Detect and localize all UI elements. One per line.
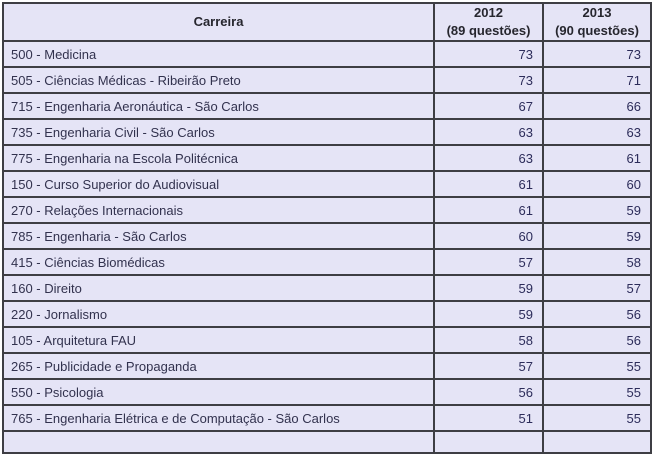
score-2013-cell: 60 [542, 170, 652, 199]
table-row: 500 - Medicina 73 73 [2, 40, 652, 69]
score-2012-cell: 73 [433, 40, 544, 69]
score-2013-cell: 73 [542, 40, 652, 69]
score-2012-cell: 61 [433, 170, 544, 199]
header-2012-questions: (89 questões) [446, 23, 531, 39]
score-2013-cell: 59 [542, 196, 652, 225]
score-2012-cell: 63 [433, 144, 544, 173]
table-row: 550 - Psicologia 56 55 [2, 378, 652, 407]
score-2013-cell: 58 [542, 248, 652, 277]
table-row: 160 - Direito 59 57 [2, 274, 652, 303]
table-row: 715 - Engenharia Aeronáutica - São Carlo… [2, 92, 652, 121]
carreira-cell: 105 - Arquitetura FAU [2, 326, 435, 355]
header-2013-questions: (90 questões) [555, 23, 639, 39]
score-2013-cell: 56 [542, 326, 652, 355]
score-2013-cell: 66 [542, 92, 652, 121]
carreira-cell: 765 - Engenharia Elétrica e de Computaçã… [2, 404, 435, 433]
score-2012-cell: 57 [433, 248, 544, 277]
empty-cell [2, 430, 435, 454]
score-2013-cell: 56 [542, 300, 652, 329]
table-row: 735 - Engenharia Civil - São Carlos 63 63 [2, 118, 652, 147]
score-2013-cell: 55 [542, 404, 652, 433]
score-2012-cell: 59 [433, 300, 544, 329]
carreira-cell: 735 - Engenharia Civil - São Carlos [2, 118, 435, 147]
score-2013-cell: 55 [542, 378, 652, 407]
score-2012-cell: 63 [433, 118, 544, 147]
table-row: 265 - Publicidade e Propaganda 57 55 [2, 352, 652, 381]
header-2013-year: 2013 [582, 5, 612, 20]
score-2013-cell: 59 [542, 222, 652, 251]
table-row: 765 - Engenharia Elétrica e de Computaçã… [2, 404, 652, 433]
score-2012-cell: 61 [433, 196, 544, 225]
empty-cell [542, 430, 652, 454]
carreira-cell: 150 - Curso Superior do Audiovisual [2, 170, 435, 199]
table-row-partial [2, 430, 652, 454]
header-row: Carreira 2012 (89 questões) 2013 (90 que… [2, 1, 652, 43]
score-2013-cell: 55 [542, 352, 652, 381]
table-row: 270 - Relações Internacionais 61 59 [2, 196, 652, 225]
table-row: 150 - Curso Superior do Audiovisual 61 60 [2, 170, 652, 199]
table-row: 785 - Engenharia - São Carlos 60 59 [2, 222, 652, 251]
score-2012-cell: 59 [433, 274, 544, 303]
score-2013-cell: 71 [542, 66, 652, 95]
header-2013: 2013 (90 questões) [542, 1, 652, 43]
score-2012-cell: 56 [433, 378, 544, 407]
score-2012-cell: 58 [433, 326, 544, 355]
carreira-cell: 775 - Engenharia na Escola Politécnica [2, 144, 435, 173]
carreira-cell: 785 - Engenharia - São Carlos [2, 222, 435, 251]
carreira-cell: 270 - Relações Internacionais [2, 196, 435, 225]
table-row: 505 - Ciências Médicas - Ribeirão Preto 7… [2, 66, 652, 95]
score-2013-cell: 61 [542, 144, 652, 173]
carreira-cell: 550 - Psicologia [2, 378, 435, 407]
carreira-cell: 500 - Medicina [2, 40, 435, 69]
table-row: 220 - Jornalismo 59 56 [2, 300, 652, 329]
carreira-cell: 505 - Ciências Médicas - Ribeirão Preto [2, 66, 435, 95]
score-2012-cell: 73 [433, 66, 544, 95]
score-2013-cell: 57 [542, 274, 652, 303]
table-row: 775 - Engenharia na Escola Politécnica 63… [2, 144, 652, 173]
carreira-cell: 715 - Engenharia Aeronáutica - São Carlo… [2, 92, 435, 121]
carreira-cell: 160 - Direito [2, 274, 435, 303]
table-row: 105 - Arquitetura FAU 58 56 [2, 326, 652, 355]
header-carreira-label: Carreira [193, 14, 244, 30]
score-2012-cell: 51 [433, 404, 544, 433]
table-body: 500 - Medicina 73 73 505 - Ciências Médicas… [2, 40, 652, 454]
header-2012: 2012 (89 questões) [433, 1, 544, 43]
table-header: Carreira 2012 (89 questões) 2013 (90 que… [2, 1, 652, 43]
carreira-cell: 415 - Ciências Biomédicas [2, 248, 435, 277]
carreira-cell: 265 - Publicidade e Propaganda [2, 352, 435, 381]
empty-cell [433, 430, 544, 454]
table-row: 415 - Ciências Biomédicas 57 58 [2, 248, 652, 277]
score-2012-cell: 67 [433, 92, 544, 121]
carreira-cell: 220 - Jornalismo [2, 300, 435, 329]
score-2013-cell: 63 [542, 118, 652, 147]
score-2012-cell: 60 [433, 222, 544, 251]
header-2012-year: 2012 [474, 5, 503, 20]
header-carreira: Carreira [2, 1, 435, 43]
score-2012-cell: 57 [433, 352, 544, 381]
